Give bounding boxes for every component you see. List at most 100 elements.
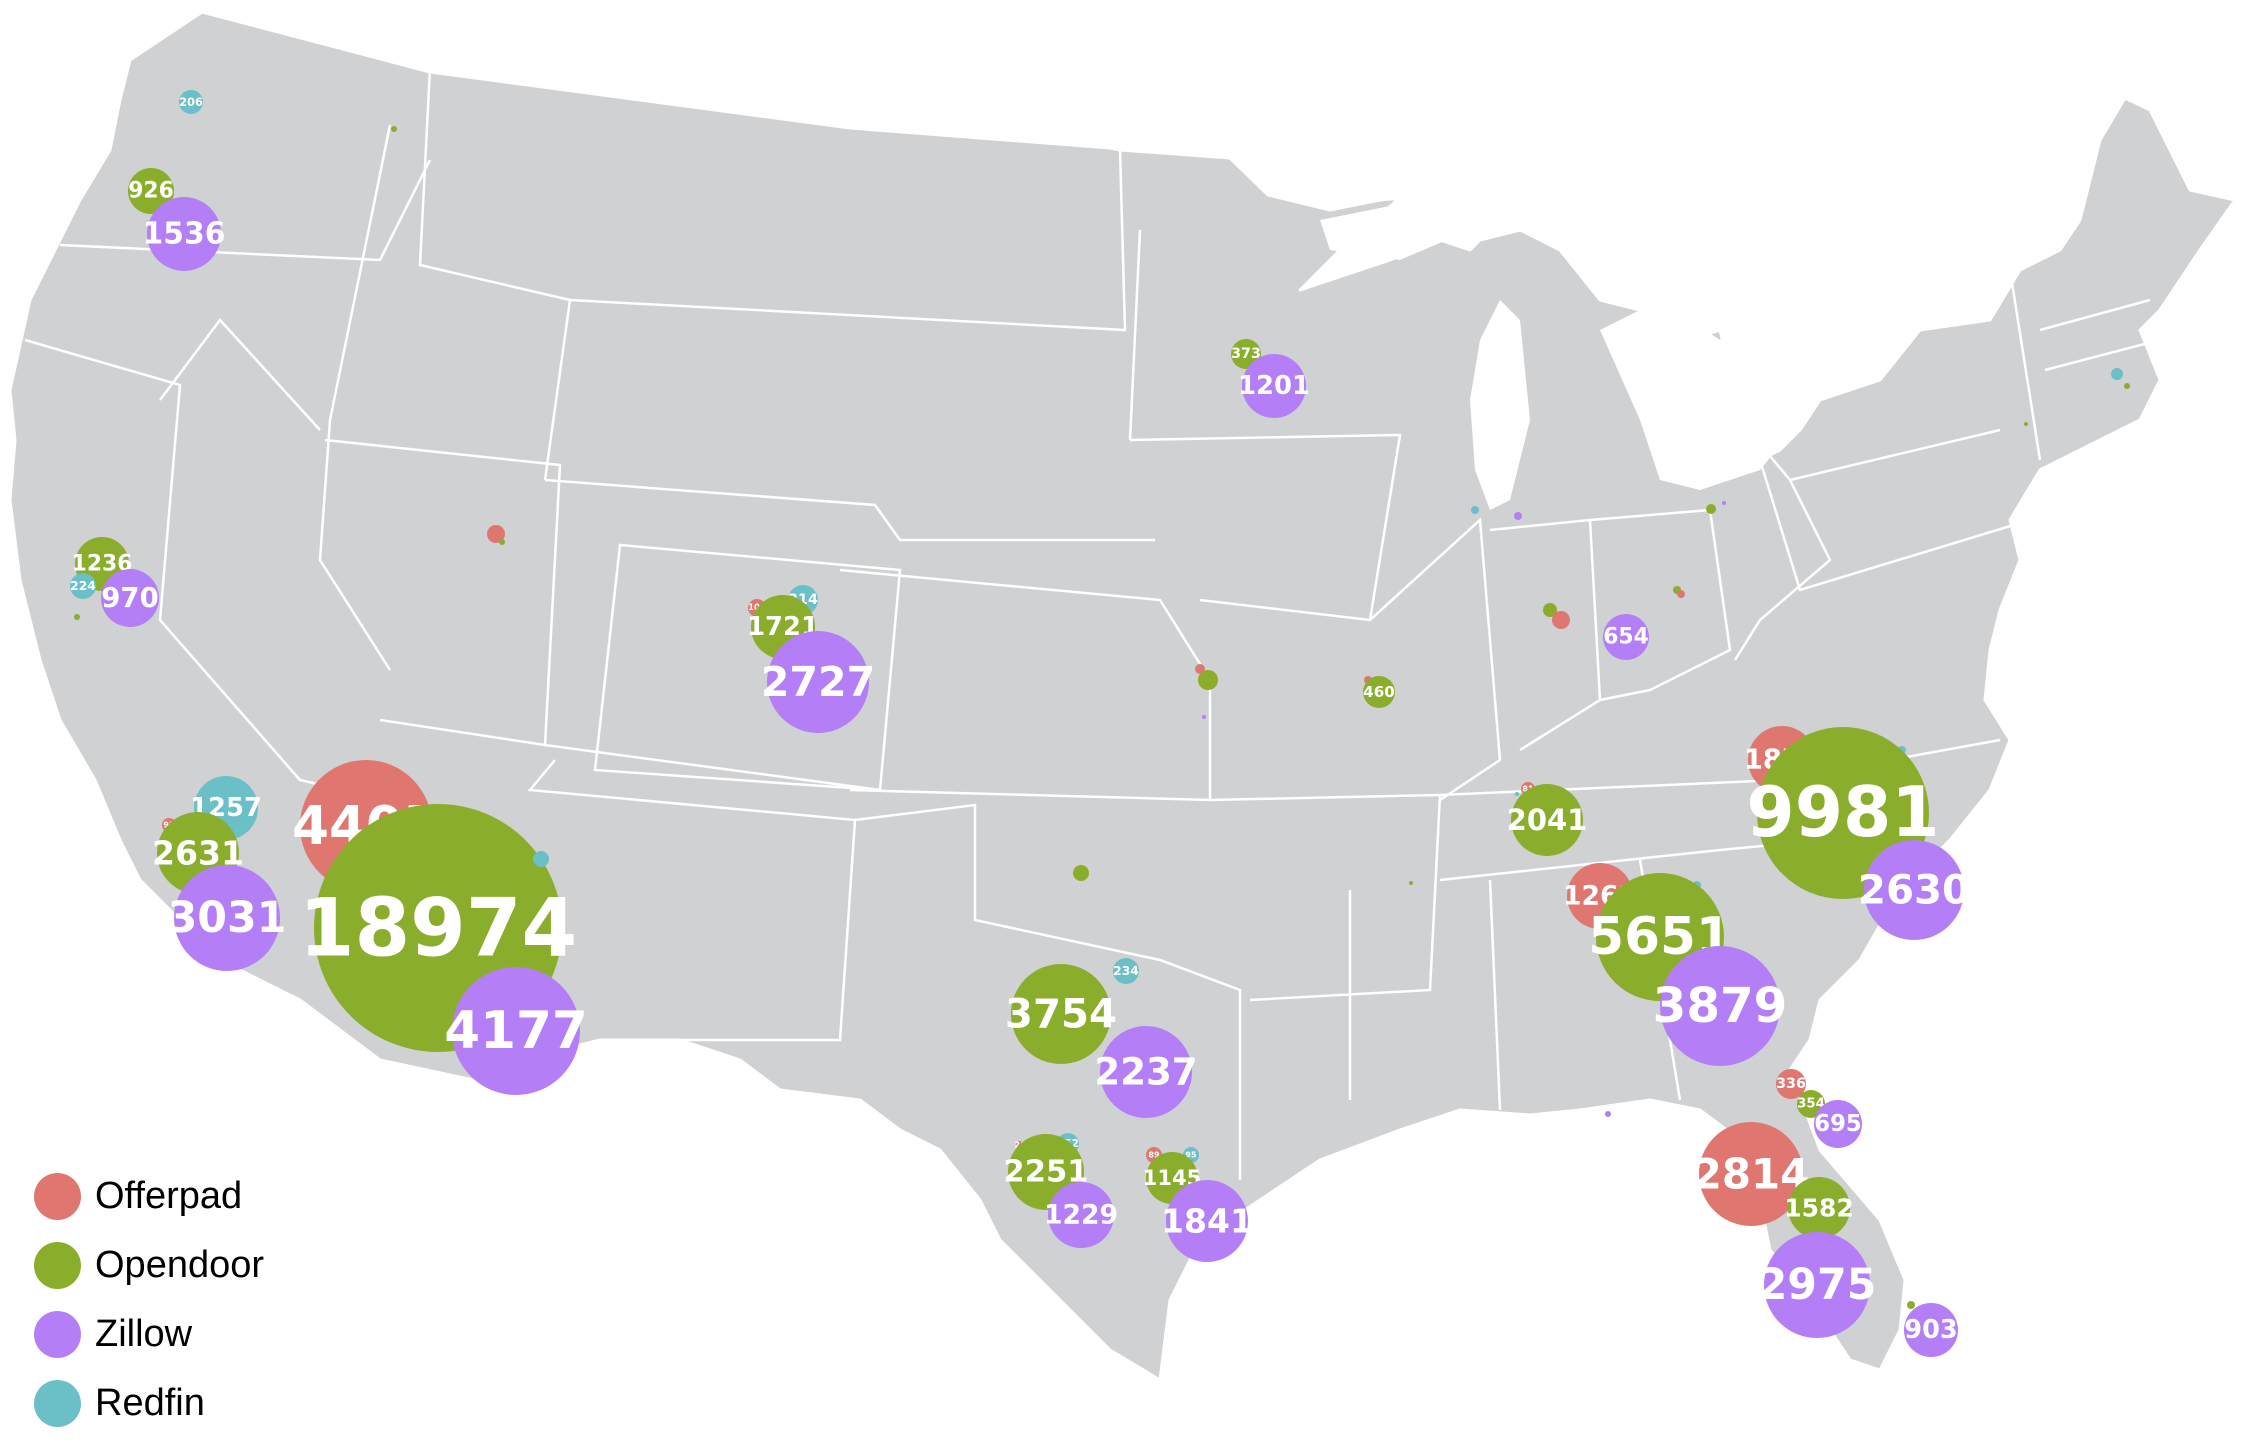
- bubble-opendoor: 1582: [1784, 1177, 1854, 1239]
- bubble-circle: [1722, 501, 1726, 505]
- bubble-circle: [1788, 1177, 1850, 1239]
- bubble-offerpad: [487, 525, 505, 543]
- bubble-circle: [1198, 670, 1218, 690]
- offerpad-swatch-icon: [34, 1173, 81, 1220]
- bubble-value: 1201: [1238, 371, 1310, 401]
- bubble-offerpad: 2814: [1693, 1122, 1810, 1226]
- bubble-redfin: 224: [70, 573, 96, 599]
- bubble-value: 460: [1363, 683, 1395, 701]
- bubble-circle: [1048, 1182, 1114, 1248]
- bubble-circle: [1603, 614, 1649, 660]
- bubble-circle: [1864, 840, 1964, 940]
- bubble-value: 224: [70, 579, 96, 593]
- bubble-zillow: 1229: [1044, 1182, 1118, 1248]
- bubble-circle: [1764, 1232, 1870, 1338]
- bubble-circle: [1409, 881, 1413, 885]
- bubble-circle: [1814, 1100, 1862, 1148]
- bubble-opendoor: [1409, 881, 1413, 885]
- legend-label: Zillow: [95, 1313, 193, 1355]
- bubble-redfin: 234: [1113, 958, 1139, 984]
- bubble-zillow: [1605, 1111, 1611, 1117]
- bubble-opendoor: [1706, 504, 1716, 514]
- legend-item-opendoor: Opendoor: [34, 1231, 264, 1300]
- bubble-value: 903: [1904, 1315, 1957, 1345]
- bubble-circle: [1904, 1303, 1958, 1357]
- bubble-zillow: 3031: [168, 865, 287, 971]
- bubble-opendoor: [2024, 422, 2028, 426]
- bubble-circle: [452, 967, 580, 1095]
- bubble-redfin: [533, 851, 549, 867]
- bubble-value: 354: [1797, 1097, 1825, 1112]
- bubble-circle: [391, 126, 397, 132]
- bubble-opendoor: [1907, 1301, 1915, 1309]
- bubble-redfin: 206: [179, 90, 203, 114]
- bubble-circle: [533, 851, 549, 867]
- bubble-redfin: [2111, 368, 2123, 380]
- bubble-value: 89: [1148, 1151, 1160, 1160]
- bubble-circle: [1552, 611, 1570, 629]
- bubble-circle: [128, 168, 174, 214]
- bubble-zillow: 2975: [1758, 1232, 1877, 1338]
- bubble-value: 206: [179, 95, 203, 109]
- legend-item-offerpad: Offerpad: [34, 1162, 264, 1231]
- bubble-opendoor: [391, 126, 397, 132]
- bubble-value: 1229: [1044, 1200, 1118, 1231]
- bubble-circle: [2024, 422, 2028, 426]
- bubble-circle: [101, 569, 159, 627]
- legend-label: Redfin: [95, 1382, 205, 1424]
- bubble-value: 1536: [143, 217, 226, 252]
- zillow-swatch-icon: [34, 1311, 81, 1358]
- bubble-circle: [1011, 964, 1111, 1064]
- bubble-value: 2630: [1858, 867, 1970, 914]
- bubble-value: 3031: [168, 893, 287, 943]
- bubble-zillow: 903: [1904, 1303, 1958, 1357]
- bubble-value: 3879: [1653, 978, 1788, 1034]
- bubble-circle: [1907, 1301, 1915, 1309]
- bubble-opendoor: 926: [128, 168, 174, 214]
- bubble-opendoor: [1543, 603, 1557, 617]
- bubble-zillow: 2630: [1858, 840, 1970, 940]
- bubble-offerpad: [1677, 590, 1685, 598]
- bubble-circle: [487, 525, 505, 543]
- bubble-value: 1841: [1161, 1202, 1253, 1241]
- bubble-value: 2975: [1758, 1260, 1877, 1310]
- bubble-value: 695: [1814, 1111, 1862, 1137]
- bubble-zillow: 2727: [761, 631, 875, 733]
- bubble-opendoor: [1073, 865, 1089, 881]
- bubble-opendoor: [2124, 383, 2130, 389]
- bubble-circle: [70, 573, 96, 599]
- bubble-circle: [179, 90, 203, 114]
- bubble-circle: [2111, 368, 2123, 380]
- bubble-circle: [1073, 865, 1089, 881]
- bubble-circle: [174, 865, 280, 971]
- bubble-zillow: 654: [1603, 614, 1649, 660]
- bubble-value: 101: [748, 603, 766, 613]
- bubble-value: 9981: [1746, 773, 1939, 853]
- bubble-zillow: [1722, 501, 1726, 505]
- bubble-redfin: [1471, 506, 1479, 514]
- bubble-value: 2814: [1693, 1150, 1810, 1199]
- bubble-opendoor: 2041: [1507, 784, 1587, 856]
- bubble-zillow: 3879: [1653, 946, 1788, 1066]
- bubble-value: 81: [1522, 785, 1534, 794]
- bubble-opendoor: [499, 539, 505, 545]
- bubble-zillow: 970: [101, 569, 159, 627]
- bubble-circle: [1677, 590, 1685, 598]
- great-lakes: [1320, 200, 1840, 510]
- bubble-circle: [1113, 958, 1139, 984]
- bubble-value: 4177: [444, 1001, 588, 1061]
- bubble-offerpad: [1552, 611, 1570, 629]
- opendoor-swatch-icon: [34, 1242, 81, 1289]
- bubble-value: 654: [1603, 625, 1649, 650]
- bubble-offerpad: [1195, 664, 1205, 674]
- bubble-circle: [1514, 512, 1522, 520]
- bubble-value: 926: [128, 179, 174, 204]
- bubble-zillow: 4177: [444, 967, 588, 1095]
- bubble-circle: [1202, 715, 1206, 719]
- bubble-value: 336: [1776, 1076, 1806, 1092]
- bubble-layer: 2069261536123622497010131417212727931257…: [70, 90, 2130, 1357]
- bubble-value: 18974: [299, 882, 577, 975]
- bubble-circle: [1515, 792, 1519, 796]
- bubble-circle: [1100, 1026, 1192, 1118]
- bubble-value: 2727: [761, 658, 875, 706]
